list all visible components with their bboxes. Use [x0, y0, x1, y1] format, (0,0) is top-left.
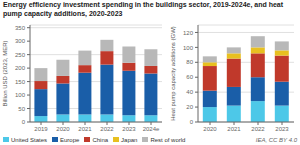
- svg-text:100: 100: [183, 45, 194, 51]
- html-text:Energy efficiency investment s: Energy efficiency investment spending in…: [3, 1, 284, 17]
- svg-text:0: 0: [190, 119, 194, 125]
- svg-text:2020: 2020: [203, 126, 217, 132]
- svg-text:40: 40: [186, 89, 193, 95]
- html-text:Europe: Europe: [60, 136, 80, 143]
- svg-text:120: 120: [183, 30, 194, 36]
- svg-text:350: 350: [15, 25, 26, 31]
- html-text:China: China: [92, 136, 109, 143]
- svg-text:2023: 2023: [122, 126, 136, 132]
- svg-text:50: 50: [18, 106, 25, 112]
- svg-text:60: 60: [186, 74, 193, 80]
- svg-text:Heat pump capacity additions (: Heat pump capacity additions (GW): [170, 26, 176, 121]
- svg-text:Billion USD (2023, MER): Billion USD (2023, MER): [8, 40, 9, 106]
- html-text:United States: United States: [11, 136, 47, 143]
- svg-text:2024e: 2024e: [143, 126, 160, 132]
- svg-text:200: 200: [15, 65, 26, 71]
- svg-text:0: 0: [22, 119, 26, 125]
- svg-text:100: 100: [15, 92, 26, 98]
- html-text:IEA, CC BY 4.0: IEA, CC BY 4.0: [255, 136, 297, 143]
- svg-text:80: 80: [186, 59, 193, 65]
- svg-text:20: 20: [186, 104, 193, 110]
- svg-text:2023: 2023: [275, 126, 289, 132]
- html-text:Rest of world: Rest of world: [150, 136, 186, 143]
- svg-text:2019: 2019: [34, 126, 48, 132]
- svg-text:250: 250: [15, 52, 26, 58]
- html-text:Japan: Japan: [121, 136, 138, 143]
- svg-text:300: 300: [15, 38, 26, 44]
- svg-text:150: 150: [15, 79, 26, 85]
- svg-text:2021: 2021: [78, 126, 92, 132]
- svg-text:2021: 2021: [227, 126, 241, 132]
- svg-text:2020: 2020: [56, 126, 70, 132]
- svg-text:2022: 2022: [251, 126, 265, 132]
- svg-text:2022: 2022: [100, 126, 114, 132]
